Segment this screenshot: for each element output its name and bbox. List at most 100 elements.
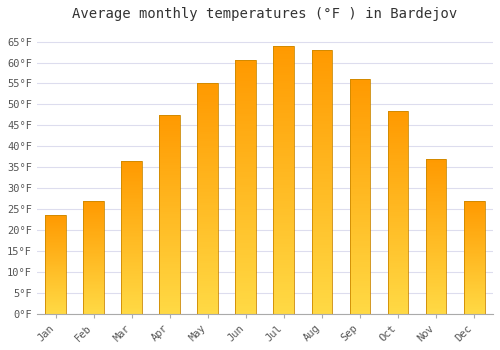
Bar	[350, 276, 370, 279]
Bar	[46, 310, 66, 311]
Bar	[388, 133, 408, 135]
Bar	[122, 265, 142, 266]
Bar	[198, 196, 218, 198]
Bar	[312, 311, 332, 314]
Bar	[388, 308, 408, 310]
Bar	[46, 305, 66, 306]
Bar	[84, 219, 104, 220]
Bar	[274, 279, 294, 281]
Bar	[122, 204, 142, 205]
Bar	[426, 243, 446, 244]
Bar	[464, 252, 484, 253]
Bar	[464, 258, 484, 259]
Bar	[464, 289, 484, 290]
Bar	[122, 253, 142, 254]
Bar	[46, 228, 66, 229]
Bar	[464, 304, 484, 306]
Bar	[350, 220, 370, 222]
Bar	[198, 281, 218, 284]
Bar	[350, 145, 370, 147]
Bar	[350, 196, 370, 199]
Bar	[388, 281, 408, 283]
Bar	[84, 267, 104, 268]
Bar	[274, 303, 294, 306]
Bar	[84, 220, 104, 221]
Bar	[198, 173, 218, 176]
Bar	[84, 264, 104, 265]
Bar	[312, 184, 332, 187]
Bar	[350, 110, 370, 112]
Bar	[122, 251, 142, 253]
Bar	[312, 308, 332, 311]
Bar	[312, 153, 332, 155]
Bar	[388, 289, 408, 291]
Bar	[350, 138, 370, 140]
Bar	[160, 176, 180, 178]
Bar	[84, 283, 104, 284]
Bar	[46, 309, 66, 310]
Bar	[122, 239, 142, 240]
Bar	[274, 244, 294, 247]
Bar	[388, 245, 408, 247]
Bar	[464, 284, 484, 286]
Bar	[198, 136, 218, 139]
Bar	[312, 71, 332, 74]
Bar	[388, 267, 408, 269]
Bar	[236, 291, 256, 293]
Bar	[236, 124, 256, 126]
Bar	[236, 195, 256, 197]
Bar	[84, 234, 104, 236]
Bar	[464, 282, 484, 283]
Bar	[46, 234, 66, 235]
Bar	[312, 306, 332, 308]
Bar	[350, 192, 370, 194]
Bar	[46, 241, 66, 242]
Bar	[388, 117, 408, 119]
Bar	[236, 180, 256, 182]
Bar	[236, 172, 256, 174]
Bar	[388, 257, 408, 259]
Bar	[84, 266, 104, 267]
Bar	[312, 200, 332, 203]
Bar	[274, 145, 294, 148]
Bar	[426, 173, 446, 174]
Bar	[426, 193, 446, 195]
Bar	[122, 263, 142, 265]
Bar	[122, 259, 142, 260]
Bar	[426, 275, 446, 276]
Bar	[46, 235, 66, 236]
Bar	[464, 220, 484, 221]
Bar	[312, 182, 332, 184]
Bar	[236, 276, 256, 278]
Bar	[236, 248, 256, 250]
Bar	[46, 308, 66, 309]
Bar	[160, 220, 180, 222]
Bar	[350, 147, 370, 149]
Bar	[312, 195, 332, 198]
Bar	[388, 230, 408, 232]
Bar	[236, 76, 256, 78]
Bar	[236, 268, 256, 271]
Bar	[84, 252, 104, 253]
Bar	[122, 299, 142, 300]
Bar	[350, 89, 370, 91]
Bar	[84, 218, 104, 219]
Bar	[236, 88, 256, 91]
Bar	[312, 169, 332, 171]
Bar	[312, 161, 332, 163]
Bar	[122, 207, 142, 208]
Bar	[388, 265, 408, 267]
Bar	[198, 270, 218, 272]
Bar	[426, 261, 446, 262]
Bar	[388, 198, 408, 200]
Bar	[198, 274, 218, 277]
Bar	[274, 169, 294, 172]
Bar	[236, 263, 256, 266]
Bar	[122, 175, 142, 176]
Bar	[160, 214, 180, 216]
Bar	[198, 164, 218, 166]
Bar	[426, 221, 446, 222]
Bar	[312, 105, 332, 108]
Bar	[84, 279, 104, 280]
Bar	[388, 259, 408, 261]
